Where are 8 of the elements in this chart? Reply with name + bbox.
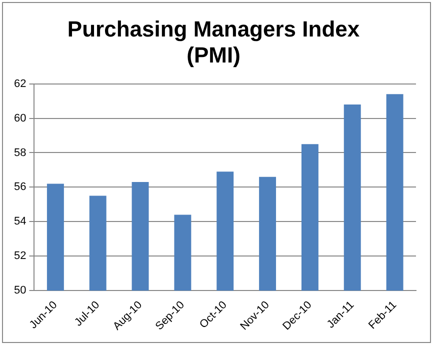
chart-title: Purchasing Managers Index (PMI) [67, 16, 360, 68]
y-tick-label: 52 [14, 250, 26, 262]
y-tick-label: 56 [14, 181, 26, 194]
y-tick-label: 60 [14, 112, 26, 124]
y-tick-label: 50 [14, 284, 26, 297]
y-tick-label: 62 [14, 78, 26, 90]
y-tick-label: 54 [14, 216, 26, 228]
y-tick-label: 58 [14, 146, 26, 159]
